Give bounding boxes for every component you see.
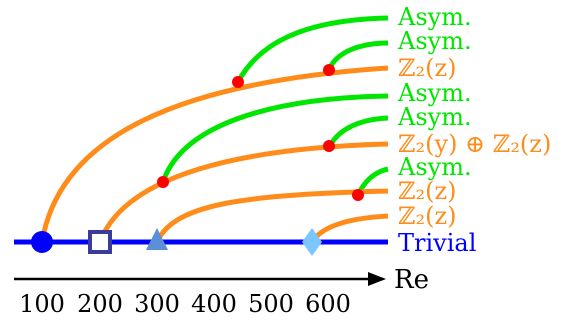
label-asym-2: Asym. xyxy=(397,27,472,55)
bifurcation-point-1 xyxy=(232,76,244,88)
label-z2z-low: ℤ₂(z) xyxy=(398,202,457,230)
bifurcation-point-4 xyxy=(323,140,335,152)
tick-label-300: 300 xyxy=(134,290,180,318)
label-z2z-mid: ℤ₂(z) xyxy=(398,177,457,205)
asym-branch-1 xyxy=(235,15,389,84)
square-marker xyxy=(88,230,112,254)
tick-label-100: 100 xyxy=(19,290,65,318)
label-trivial: Trivial xyxy=(398,229,476,257)
asym-branch-2 xyxy=(326,40,389,72)
asym-branch-3 xyxy=(160,93,389,183)
bifurcation-point-2 xyxy=(323,64,335,76)
bifurcation-point-5 xyxy=(352,189,364,201)
label-asym-1: Asym. xyxy=(397,3,472,31)
tick-label-600: 600 xyxy=(305,290,351,318)
label-asym-4: Asym. xyxy=(397,103,472,131)
circle-marker xyxy=(31,231,53,253)
tick-label-500: 500 xyxy=(248,290,294,318)
re-axis-arrowhead xyxy=(368,272,386,286)
re-axis-name: Re xyxy=(394,265,429,295)
z2z-low-branch xyxy=(309,213,389,244)
tick-label-200: 200 xyxy=(77,290,123,318)
tick-label-400: 400 xyxy=(191,290,237,318)
z2z-mid-branch xyxy=(154,188,389,244)
label-asym-3: Asym. xyxy=(397,79,472,107)
label-z2z-top: ℤ₂(z) xyxy=(398,54,457,82)
bifurcation-point-3 xyxy=(157,176,169,188)
label-z2y-z2z: ℤ₂(y) ⊕ ℤ₂(z) xyxy=(398,130,551,158)
triangle-marker xyxy=(146,228,168,250)
z2z-top-branch xyxy=(39,65,389,243)
label-asym-5: Asym. xyxy=(397,153,472,181)
diamond-marker xyxy=(302,228,322,256)
